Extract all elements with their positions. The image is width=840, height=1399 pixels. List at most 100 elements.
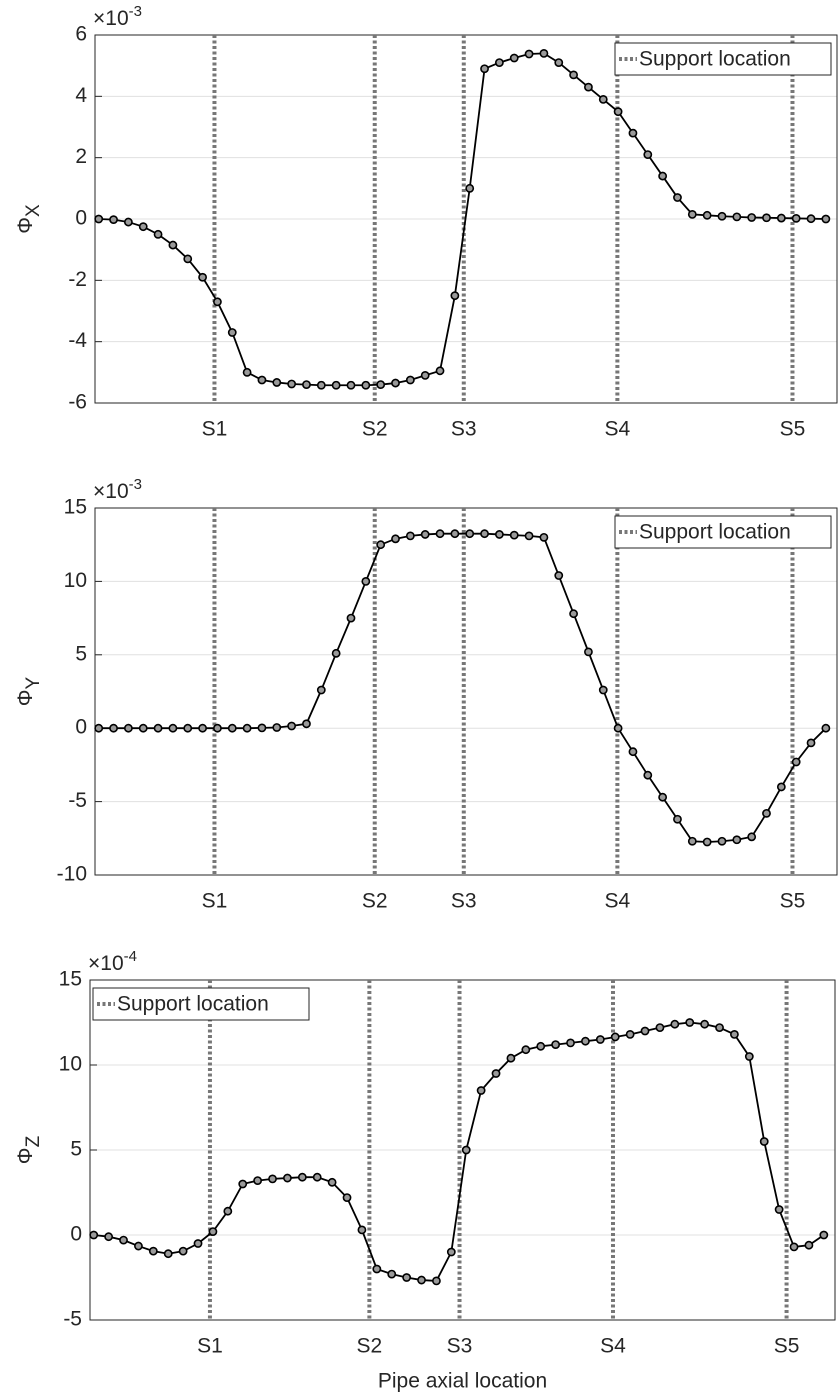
data-marker [747, 832, 757, 842]
data-marker [655, 1023, 665, 1032]
data-marker [702, 837, 712, 847]
data-marker [776, 782, 786, 792]
data-marker [346, 613, 356, 623]
data-marker [524, 49, 534, 59]
x-tick-label: S4 [605, 890, 631, 913]
y-tick-label: 5 [75, 642, 87, 665]
data-marker [732, 835, 742, 845]
y-tick-label: -4 [68, 329, 87, 352]
data-marker [242, 367, 252, 377]
y-tick-label: 0 [75, 207, 87, 230]
data-marker [804, 1240, 814, 1250]
data-marker [584, 647, 593, 657]
x-tick-label: S4 [605, 418, 631, 441]
data-marker [569, 609, 578, 619]
data-marker [628, 128, 638, 138]
data-marker [417, 1275, 426, 1285]
data-marker [806, 738, 816, 748]
data-marker [613, 107, 623, 117]
data-marker [702, 210, 712, 220]
data-marker [148, 1246, 158, 1256]
data-marker [316, 380, 326, 390]
data-marker [717, 211, 727, 221]
data-marker [168, 240, 178, 250]
x-tick-label: S3 [451, 418, 477, 441]
x-tick-label: S5 [774, 1335, 800, 1358]
data-marker [732, 212, 742, 222]
data-marker [391, 534, 400, 544]
data-marker [153, 229, 163, 239]
y-scale-exponent: -4 [124, 948, 137, 965]
data-marker [670, 1019, 680, 1029]
data-marker [658, 171, 668, 181]
data-marker [387, 1269, 397, 1279]
data-marker [178, 1246, 188, 1256]
data-marker [331, 648, 341, 658]
x-tick-label: S2 [362, 890, 388, 913]
data-marker [283, 1173, 292, 1183]
data-marker [715, 1023, 724, 1032]
data-marker [491, 1069, 501, 1078]
data-marker [673, 193, 682, 202]
data-marker [450, 291, 460, 301]
data-marker [628, 747, 638, 757]
legend-box [614, 515, 832, 549]
data-marker [509, 530, 519, 540]
data-marker [435, 366, 445, 376]
legend-label: Support location [639, 521, 791, 544]
y-tick-label: -5 [63, 1308, 82, 1331]
x-tick-label: S3 [451, 890, 477, 913]
data-marker [524, 531, 534, 541]
data-marker [747, 213, 757, 222]
data-marker [302, 719, 311, 729]
data-marker [806, 214, 816, 224]
data-marker [476, 1086, 486, 1095]
plot-frame [94, 507, 838, 876]
data-marker [405, 531, 415, 541]
data-marker [554, 571, 564, 580]
data-marker [123, 723, 133, 733]
data-marker [297, 1172, 307, 1182]
data-marker [183, 723, 193, 733]
y-scale-label: ×10-4 [88, 948, 137, 975]
data-marker [168, 723, 178, 733]
data-marker [762, 213, 771, 223]
data-marker [94, 723, 104, 733]
data-marker [819, 1230, 829, 1240]
data-marker [506, 1053, 516, 1063]
data-marker [717, 836, 727, 846]
data-marker [272, 723, 282, 732]
y-axis-subscript: Y [23, 676, 44, 689]
data-marker [163, 1249, 173, 1259]
data-marker [138, 723, 148, 733]
data-marker [346, 380, 356, 390]
data-marker [123, 217, 133, 227]
data-marker [242, 723, 252, 733]
data-marker [744, 1052, 754, 1061]
y-axis-symbol: Φ [14, 1147, 37, 1164]
data-marker [465, 183, 475, 193]
data-marker [257, 375, 267, 385]
data-marker [376, 380, 386, 389]
data-marker [357, 1225, 367, 1235]
x-tick-label: S3 [447, 1335, 473, 1358]
data-marker [361, 577, 371, 586]
data-marker [193, 1239, 203, 1248]
data-marker [287, 379, 297, 389]
x-tick-label: S5 [780, 890, 806, 913]
data-marker [420, 530, 430, 539]
data-marker [581, 1036, 590, 1046]
y-axis-subscript: X [23, 204, 44, 217]
data-marker [198, 723, 207, 733]
data-marker [569, 70, 578, 80]
data-marker [480, 64, 489, 74]
y-tick-label: 15 [64, 496, 87, 519]
data-marker [539, 49, 549, 58]
data-marker [405, 375, 415, 385]
legend-label: Support location [639, 48, 791, 71]
data-marker [791, 757, 801, 767]
data-marker [104, 1232, 114, 1242]
data-marker [257, 723, 267, 733]
y-axis-label: ΦY [14, 676, 44, 706]
